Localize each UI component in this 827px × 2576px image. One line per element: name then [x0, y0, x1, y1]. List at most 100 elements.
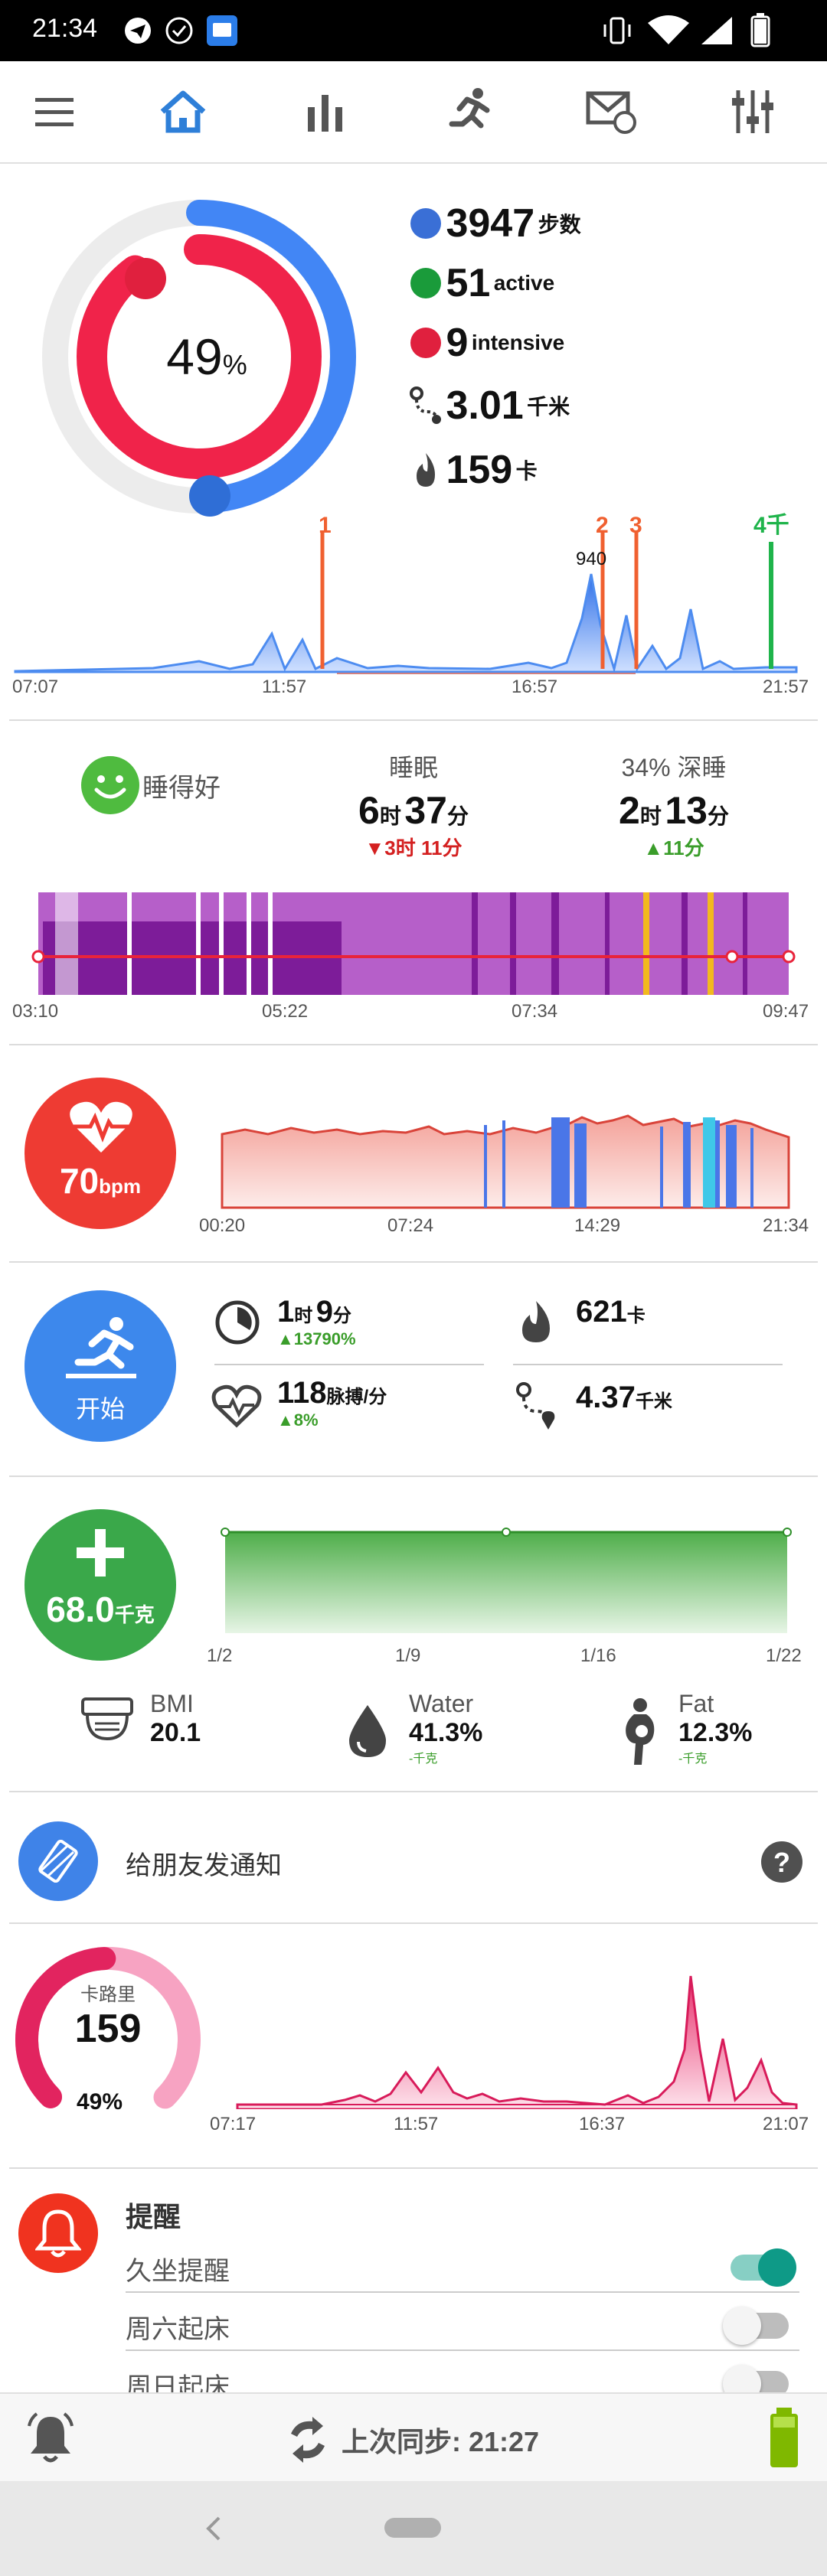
- last-sync-label: 上次同步: 21:27: [342, 2426, 540, 2457]
- distance-row: 3.01 千米: [409, 383, 570, 429]
- reminder-label: 周日起床: [126, 2373, 230, 2392]
- statistics-icon[interactable]: [303, 89, 348, 135]
- notify-friends-icon: [18, 1821, 98, 1901]
- heart-rate-badge[interactable]: 70bpm: [25, 1078, 176, 1229]
- marker-3-label: 3: [629, 513, 642, 538]
- steps-row: 3947 步数: [409, 201, 581, 246]
- divider: [9, 1922, 818, 1924]
- water-metric: Water 41.3% -千克: [409, 1690, 483, 1766]
- workout-divider: [513, 1364, 783, 1365]
- running-icon[interactable]: [444, 86, 493, 136]
- marker-4-label: 4千: [753, 513, 789, 538]
- divider: [9, 1261, 818, 1263]
- back-icon[interactable]: [204, 2515, 224, 2542]
- notify-friends-row[interactable]: 给朋友发通知 ?: [15, 1818, 812, 1901]
- workout-divider: [214, 1364, 484, 1365]
- notification-settings-icon[interactable]: [585, 89, 639, 135]
- sleep-chart[interactable]: [0, 888, 827, 1003]
- x-tick: 09:47: [763, 1001, 809, 1022]
- fat-metric: Fat 12.3% -千克: [678, 1690, 753, 1766]
- reminder-divider: [126, 2349, 799, 2351]
- reminder-icon: [18, 2193, 98, 2273]
- calorie-ring[interactable]: [12, 1944, 204, 2135]
- calorie-chart[interactable]: [230, 1959, 799, 2109]
- x-tick: 1/16: [580, 1645, 616, 1666]
- intensive-row: 9 intensive: [409, 320, 564, 366]
- redline-point: [725, 950, 739, 964]
- battery-icon: [750, 13, 770, 47]
- x-tick: 1/2: [207, 1645, 233, 1666]
- settings-sliders-icon[interactable]: [727, 87, 778, 136]
- x-tick: 03:10: [12, 1001, 59, 1022]
- reminder-label: 久坐提醒: [126, 2257, 230, 2286]
- divider: [9, 1791, 818, 1792]
- active-ring-dot: [125, 258, 166, 299]
- sync-icon[interactable]: [283, 2415, 332, 2464]
- active-progress-arc: [77, 234, 322, 479]
- x-tick: 14:29: [574, 1215, 621, 1236]
- reminder-row-saturday[interactable]: 周六起床: [126, 2300, 799, 2349]
- sleep-gap: [196, 892, 201, 995]
- route-icon: [516, 1382, 555, 1430]
- add-weight-button[interactable]: 68.0千克: [25, 1509, 176, 1661]
- weight-area: [225, 1532, 787, 1633]
- svg-text:?: ?: [773, 1847, 790, 1878]
- weight-point: [783, 1528, 792, 1537]
- divider: [9, 2167, 818, 2169]
- weight-chart[interactable]: [219, 1526, 793, 1633]
- plus-icon: [77, 1529, 124, 1577]
- weight-point: [221, 1528, 230, 1537]
- x-tick: 21:34: [763, 1215, 809, 1236]
- menu-icon[interactable]: [34, 95, 77, 129]
- duration-delta: ▲13790%: [277, 1329, 356, 1348]
- signal-icon: [701, 17, 732, 44]
- sleep-gap: [219, 892, 224, 995]
- check-circle-icon: [165, 17, 193, 44]
- divider: [9, 1475, 818, 1477]
- system-nav-bar: [0, 2481, 827, 2576]
- deep-sleep-slice: [682, 892, 688, 995]
- home-icon[interactable]: [158, 89, 208, 135]
- vibrate-icon: [603, 17, 631, 44]
- sunday-toggle[interactable]: [723, 2365, 789, 2392]
- sedentary-toggle[interactable]: [731, 2248, 796, 2287]
- x-tick: 1/9: [395, 1645, 421, 1666]
- heart-pulse-icon: [70, 1101, 132, 1153]
- deep-sleep-slice: [551, 892, 559, 995]
- activity-percent: 49%: [166, 328, 247, 385]
- saturday-toggle[interactable]: [723, 2307, 789, 2345]
- reminder-row-sunday[interactable]: 周日起床: [126, 2359, 799, 2392]
- deep-sleep-slice: [605, 892, 610, 995]
- workout-heart-rate: 118脉搏/分 ▲8%: [277, 1376, 387, 1430]
- sprint-icon: [66, 1317, 136, 1378]
- active-dot-icon: [410, 268, 441, 298]
- x-tick: 07:17: [210, 2114, 257, 2134]
- sleep-deep-delta: ▲11分: [643, 836, 704, 859]
- help-icon[interactable]: ?: [760, 1840, 804, 1884]
- reminders-title: 提醒: [126, 2201, 181, 2232]
- route-icon: [410, 386, 441, 424]
- active-row: 51 active: [409, 260, 554, 306]
- app-notification-icon: [207, 15, 237, 46]
- peak-value-label: 940: [576, 549, 606, 569]
- workout-duration: 1时 9分 ▲13790%: [277, 1295, 356, 1348]
- reminder-row-sedentary[interactable]: 久坐提醒: [126, 2242, 799, 2291]
- calorie-series: [236, 1975, 798, 2109]
- divider: [9, 719, 818, 721]
- alarm-bell-icon[interactable]: [25, 2411, 77, 2466]
- x-tick: 11:57: [262, 677, 307, 697]
- heart-cyan-bar: [703, 1117, 715, 1208]
- heart-rate-chart[interactable]: [214, 1087, 796, 1209]
- awake-marker: [708, 892, 714, 995]
- workout-distance: 4.37千米: [576, 1381, 672, 1414]
- start-workout-button[interactable]: 开始: [25, 1290, 176, 1442]
- sleep-gap: [127, 892, 132, 995]
- smiley-icon[interactable]: [80, 755, 141, 816]
- x-tick: 07:07: [12, 677, 59, 697]
- home-pill[interactable]: [384, 2518, 441, 2538]
- activity-steps-chart[interactable]: 1 2 3 4千 940: [0, 511, 827, 677]
- activity-ring[interactable]: [38, 196, 360, 517]
- marker-2-label: 2: [596, 513, 609, 538]
- calorie-percent: 49%: [77, 2089, 123, 2115]
- divider: [9, 1044, 818, 1045]
